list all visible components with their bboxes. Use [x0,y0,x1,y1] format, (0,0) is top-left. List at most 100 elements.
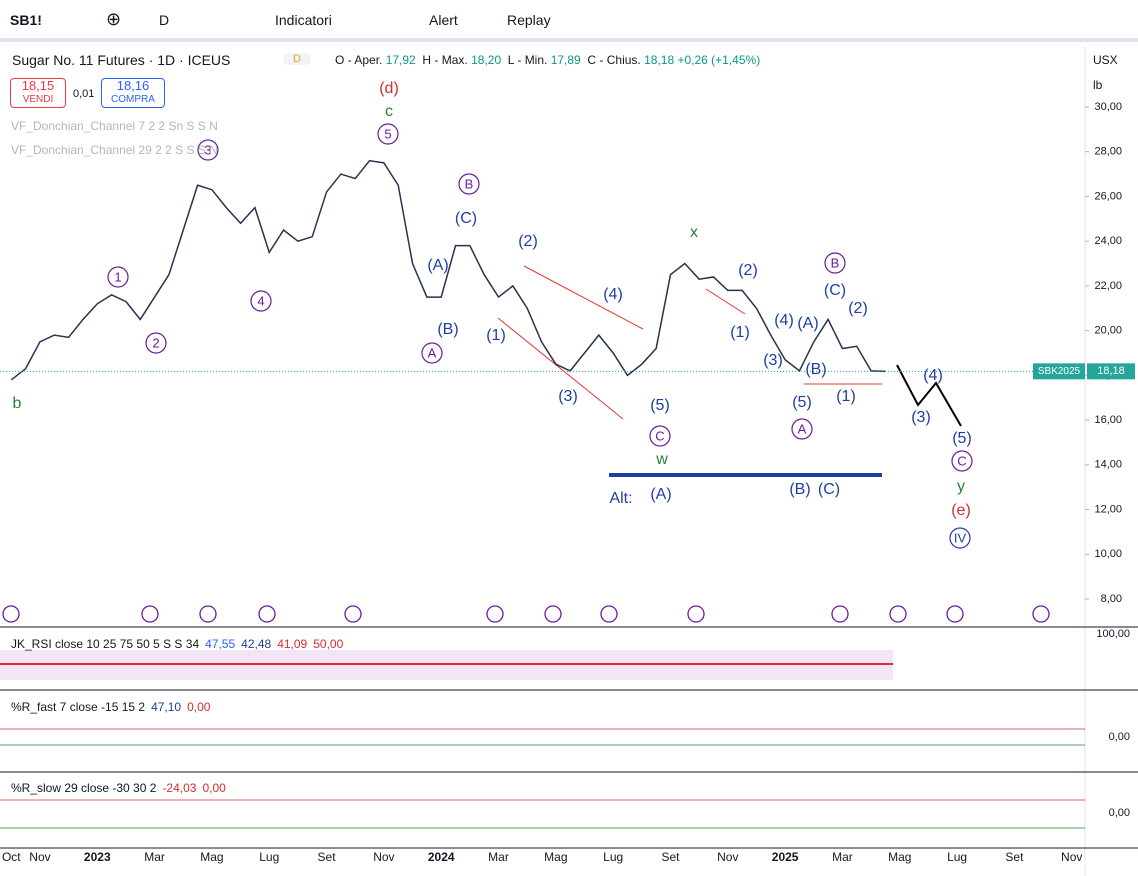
y-tick-label: 8,00 [1101,593,1122,605]
event-icon [889,605,907,623]
wave-label: (B) [789,481,810,498]
wave-label: 5 [384,126,391,141]
wave-label: Alt: [609,490,632,507]
last-name-box [1033,363,1085,380]
y-tick-label: 24,00 [1094,235,1122,247]
event-icon [946,605,964,623]
pane-value: 42,48 [241,637,271,651]
x-tick-label: Mar [832,850,853,864]
currency[interactable]: USX [1093,53,1118,67]
wave-label: (2) [518,233,538,250]
y-tick-label: 30,00 [1094,101,1122,113]
pane-value: 50,00 [313,637,343,651]
wave-label: 3 [204,142,211,157]
x-tick-label: Set [661,850,680,864]
x-tick-label: Set [1005,850,1024,864]
wave-circle [649,425,671,447]
wave-label: b [13,395,22,412]
high: 18,20 [471,53,502,67]
wave-label: (A) [797,315,818,332]
x-tick-label: Mag [544,850,567,864]
channel-line [523,265,644,330]
x-tick-label: Nov [717,850,738,864]
pane-axis-label: 100,00 [1096,628,1130,640]
badge: D [283,53,311,65]
wave-circle [458,173,480,195]
wave-label: B [465,176,474,191]
wave-circle [951,450,973,472]
unit[interactable]: lb [1093,78,1103,92]
close: 18,18 [644,53,675,67]
pane-value: 0,00 [187,700,211,714]
y-tick-label: 26,00 [1094,190,1122,202]
x-tick-label: Mag [200,850,223,864]
event-icon [2,605,20,623]
y-tick-label: 28,00 [1094,146,1122,158]
wave-circle [421,342,443,364]
pane-axis-label: 0,00 [1109,807,1130,819]
low-label: L - Min. [507,53,548,67]
wave-circle [250,290,272,312]
close-label: C - Chius. [587,53,641,67]
x-tick-label: Nov [29,850,50,864]
wave-label: (3) [558,388,578,405]
last-name: SBK2025 [1038,366,1081,377]
event-icon [1032,605,1050,623]
interval[interactable]: D [159,12,170,28]
wave-label: (5) [952,430,972,447]
wave-label: c [385,103,393,120]
pane-title: JK_RSI close 10 25 75 50 5 S S 34 47,55 42… [11,637,344,651]
pane-title: %R_slow 29 close -30 30 2 -24,03 0,00 [11,781,226,795]
x-tick-label: 2025 [772,850,799,864]
wave-label: IV [954,530,967,545]
y-tick-label: 16,00 [1094,414,1122,426]
alert[interactable]: Alert [429,12,458,28]
channel-line [705,288,746,315]
sell-button[interactable]: 18,15 VENDI [10,78,66,108]
wave-label: w [655,451,668,468]
wave-label: (d) [379,80,399,97]
x-tick-label: Lug [947,850,967,864]
y-tick-label: 10,00 [1094,548,1122,560]
add[interactable]: ⊕ [106,9,122,29]
pane-value: 0,00 [202,781,226,795]
x-tick-label: Oct [2,850,21,864]
wave-circle [107,266,129,288]
pane-name: %R_slow 29 close -30 30 2 [11,781,157,795]
wave-label: (2) [848,300,868,317]
wave-label: (5) [792,394,812,411]
spread: 0,01 [73,88,95,100]
buy-label: COMPRA [111,94,155,105]
sell-price: 18,15 [21,78,55,93]
event-icon [831,605,849,623]
pane-value: 47,55 [205,637,235,651]
x-tick-label: Set [318,850,337,864]
buy-price: 18,16 [116,78,150,93]
wave-label: (C) [818,481,840,498]
wave-label: (A) [427,257,448,274]
price-line [10,159,886,381]
channel-line [497,317,624,420]
pane-name: %R_fast 7 close -15 15 2 [11,700,145,714]
indicators[interactable]: Indicatori [275,12,332,28]
replay[interactable]: Replay [507,12,551,28]
indicator-label: VF_Donchian_Channel 29 2 2 S S S N [11,143,218,157]
wave-label: (4) [923,367,943,384]
ohlc: O - Aper. 17,92 H - Max. 18,20 L - Min. … [335,53,760,67]
symbol[interactable]: SB1! [10,12,42,28]
x-tick-label: 2024 [428,850,455,864]
pane-value: -24,03 [162,781,196,795]
event-icon [344,605,362,623]
toolbar: SB1! ⊕ D Indicatori Alert Replay [0,0,1138,42]
x-tick-label: Mar [488,850,509,864]
buy-button[interactable]: 18,16 COMPRA [101,78,165,108]
last-price: 18,18 [1097,365,1125,377]
x-tick-label: Lug [603,850,623,864]
event-icon [600,605,618,623]
event-icon [141,605,159,623]
wave-label: (C) [824,282,846,299]
wave-label: (A) [650,486,671,503]
low: 17,89 [550,53,581,67]
wave-label: (B) [437,321,458,338]
